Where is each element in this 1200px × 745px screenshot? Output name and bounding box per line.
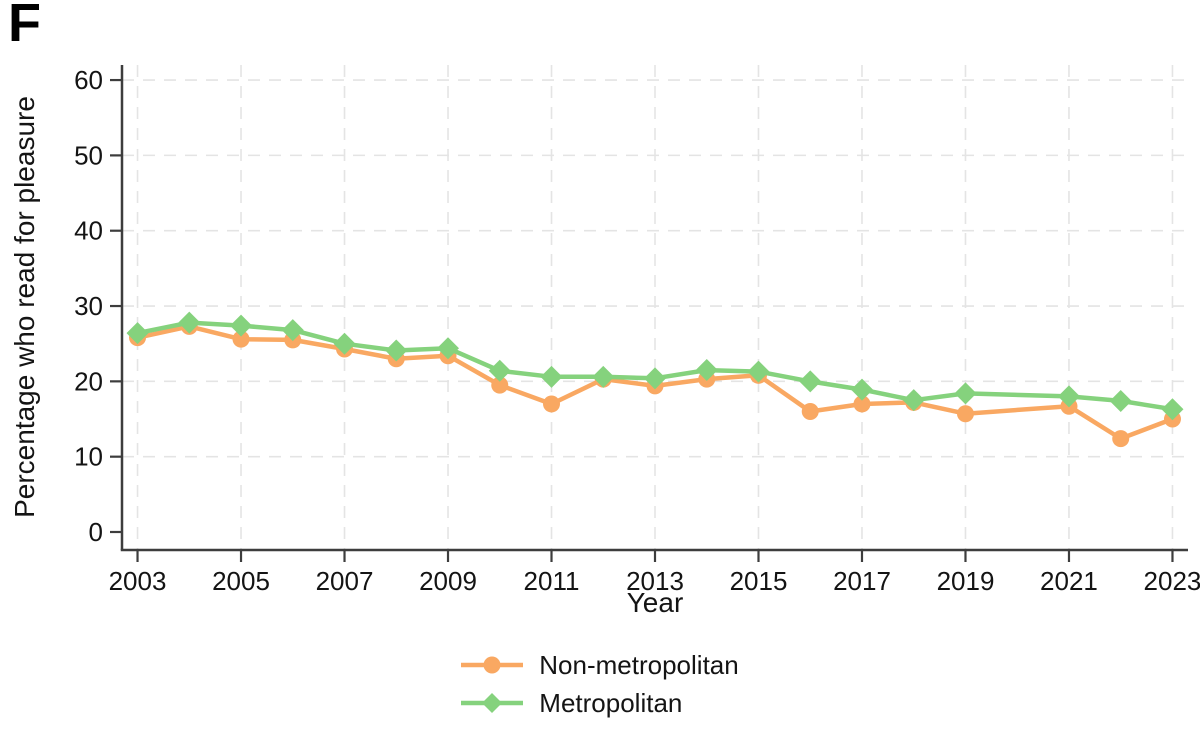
panel-label: F [8,0,41,53]
y-tick-label-60: 60 [74,65,103,95]
marker-metropolitan-2012 [592,365,615,388]
marker-metropolitan-2010 [488,359,511,382]
marker-metropolitan-2015 [747,360,770,383]
line-chart: 0 10 20 30 40 50 60 2003 2005 2007 2009 2011 2013 201… [9,65,1200,618]
series-line-non-metropolitan [135,324,1175,441]
marker-non-metropolitan-2005 [232,330,250,348]
marker-metropolitan-2004 [178,311,201,334]
axis-layer: 0 10 20 30 40 50 60 2003 2005 2007 2009 2011 2013 201… [74,65,1200,596]
marker-metropolitan-2014 [695,359,718,382]
y-axis-title: Percentage who read for pleasure [9,96,40,518]
marker-non-metropolitan-2017 [853,395,871,413]
legend-diamond-marker [482,693,503,713]
y-tick-label-30: 30 [74,291,103,321]
marker-non-metropolitan-2022 [1112,430,1130,448]
x-tick-label-2003: 2003 [109,566,167,596]
y-tick-label-20: 20 [74,366,103,396]
marker-metropolitan-2017 [850,378,873,401]
x-tick-label-2015: 2015 [730,566,788,596]
marker-metropolitan-2021 [1057,385,1080,408]
x-tick-label-2011: 2011 [524,566,580,596]
marker-metropolitan-2019 [954,382,977,405]
marker-metropolitan-2016 [799,370,822,393]
marker-metropolitan-2003 [126,322,149,345]
x-tick-label-2019: 2019 [937,566,995,596]
diamond-swatch-icon [461,693,524,713]
y-tick-label-10: 10 [74,442,103,472]
marker-metropolitan-2023 [1161,398,1184,421]
legend-circle-marker [483,656,501,674]
marker-metropolitan-2005 [230,314,253,337]
marker-metropolitan-2009 [437,337,460,360]
marker-metropolitan-2008 [385,339,408,362]
x-tick-label-2023: 2023 [1144,566,1200,596]
marker-non-metropolitan-2016 [801,402,819,420]
y-tick-label-40: 40 [74,216,103,246]
y-tick-label-50: 50 [74,140,103,170]
grid-layer [122,65,1188,550]
legend-label: Metropolitan [539,687,683,718]
y-tick-label-0: 0 [89,517,103,547]
marker-metropolitan-2011 [540,365,563,388]
marker-metropolitan-2006 [281,319,304,342]
marker-metropolitan-2013 [644,367,666,390]
marker-metropolitan-2022 [1109,389,1132,412]
x-tick-label-2007: 2007 [316,566,374,596]
x-tick-label-2021: 2021 [1040,566,1098,596]
x-tick-label-2017: 2017 [833,566,891,596]
marker-metropolitan-2007 [333,332,356,355]
x-axis-title: Year [627,587,684,618]
legend-item-non-metropolitan: Non-metropolitan [461,646,739,684]
legend: Non-metropolitan Metropolitan [0,646,1200,722]
x-tick-label-2013: 2013 [626,566,684,596]
marker-metropolitan-2018 [902,389,925,412]
circle-swatch-icon [461,656,524,674]
marker-non-metropolitan-2010 [491,376,509,394]
x-tick-label-2009: 2009 [419,566,477,596]
legend-label: Non-metropolitan [539,649,739,680]
series-layer [126,311,1184,448]
legend-item-metropolitan: Metropolitan [461,684,682,722]
marker-non-metropolitan-2011 [543,395,561,413]
marker-non-metropolitan-2019 [956,405,974,423]
x-tick-label-2005: 2005 [212,566,270,596]
